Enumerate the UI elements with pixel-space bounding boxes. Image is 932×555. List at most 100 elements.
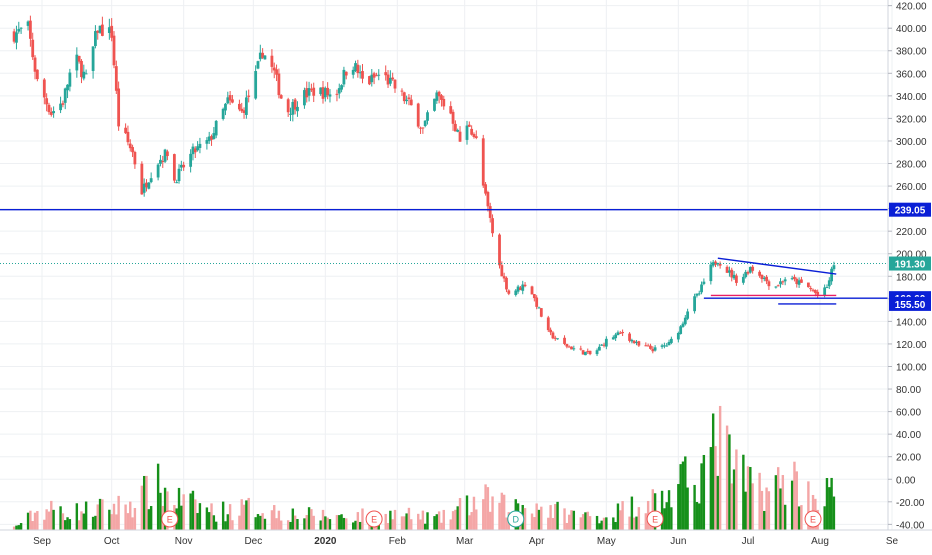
price-tick-label: 260.00 [896, 182, 927, 193]
candle-body [795, 278, 799, 285]
volume-bar [421, 510, 425, 530]
candle-body [481, 138, 485, 186]
volume-bar [84, 501, 88, 530]
candle-body [790, 278, 794, 280]
candle-body [751, 266, 755, 271]
candle-body [307, 88, 311, 96]
candle-body [254, 71, 258, 99]
event-marker-label: E [810, 515, 816, 525]
candle-body [614, 334, 618, 339]
volume-bar [472, 496, 476, 530]
volume-bar [166, 491, 169, 530]
volume-bar [45, 509, 48, 530]
volume-bar [630, 496, 634, 530]
volume-bar [660, 490, 664, 530]
volume-bar [270, 510, 274, 530]
candle-body [386, 74, 390, 85]
time-axis[interactable]: Sep Oct Nov Dec 2020 Feb Mar Apr May Jun Jul Aug Se [0, 529, 932, 547]
candle-body [80, 60, 83, 78]
candle-body [762, 277, 766, 279]
time-tick-label: Oct [104, 536, 120, 547]
price-tick-label: 280.00 [896, 160, 927, 171]
candle-body [228, 95, 232, 101]
price-tick-label: 80.00 [896, 385, 921, 396]
volume-bar [261, 513, 264, 530]
candle-body [449, 106, 453, 114]
candle-body [586, 351, 590, 353]
candle-body [312, 87, 316, 96]
candle-body [163, 149, 167, 162]
candle-body [488, 206, 492, 218]
candle-body [98, 25, 102, 33]
candle-body [182, 164, 186, 168]
candle-body [572, 348, 576, 350]
volume-bar [214, 521, 218, 530]
volume-bar [635, 516, 638, 530]
volume-bar [177, 487, 181, 530]
volume-bar [335, 515, 339, 530]
candle-body [584, 351, 587, 356]
volume-bar [702, 454, 706, 530]
candle-body [212, 133, 216, 139]
candle-body [442, 98, 446, 107]
volume-bar [832, 496, 836, 530]
candle-body [760, 274, 764, 280]
volume-bar [612, 517, 615, 530]
candle-body [61, 103, 65, 105]
candle-body [809, 288, 813, 290]
time-tick-label: Sep [33, 536, 51, 547]
volume-bar [29, 510, 32, 530]
volume-bar [15, 525, 18, 530]
candle-body [516, 286, 520, 292]
candle-body [646, 345, 650, 347]
volume-bar [776, 467, 780, 530]
price-tick-label: 180.00 [896, 272, 927, 283]
candle-body [602, 344, 606, 346]
time-tick-label: Se [886, 536, 899, 547]
candle-body [465, 125, 469, 140]
candle-body [402, 92, 406, 102]
candle-body [42, 79, 46, 98]
price-tick-label: 40.00 [896, 430, 921, 441]
candle-body [714, 261, 717, 265]
volume-bar [221, 501, 225, 530]
candle-body [256, 61, 260, 69]
volume-bar [451, 511, 455, 530]
price-badge [889, 296, 931, 311]
candle-body [133, 151, 137, 165]
candle-body [746, 271, 750, 274]
candle-body [437, 91, 441, 97]
candle-body [166, 151, 169, 157]
volume-bar [570, 510, 573, 530]
volume-bar [126, 513, 130, 530]
volume-bar [547, 517, 550, 530]
price-tick-label: -20.00 [896, 498, 925, 509]
candle-body [26, 21, 30, 26]
candle-body [632, 340, 636, 344]
candle-body [59, 103, 62, 111]
volume-bar [145, 475, 148, 530]
candle-body [344, 71, 348, 76]
volume-bar [277, 510, 281, 530]
candle-body [372, 73, 376, 78]
volume-bar [728, 434, 731, 530]
candle-body [570, 346, 573, 350]
volume-bar [530, 513, 534, 530]
candle-body [486, 192, 490, 207]
candle-body [800, 279, 803, 283]
candle-body [131, 147, 134, 153]
candle-body [145, 182, 148, 188]
volume-bar [602, 517, 606, 530]
candle-body [521, 284, 525, 291]
volume-bar [667, 490, 671, 530]
volume-bar [491, 496, 494, 530]
candle-body [532, 294, 536, 299]
candle-body [530, 286, 534, 295]
candle-body [553, 337, 557, 339]
candle-body [416, 103, 420, 127]
candle-body [156, 164, 160, 178]
candle-body [388, 77, 392, 84]
candle-body [407, 97, 411, 100]
candle-body [700, 284, 703, 293]
